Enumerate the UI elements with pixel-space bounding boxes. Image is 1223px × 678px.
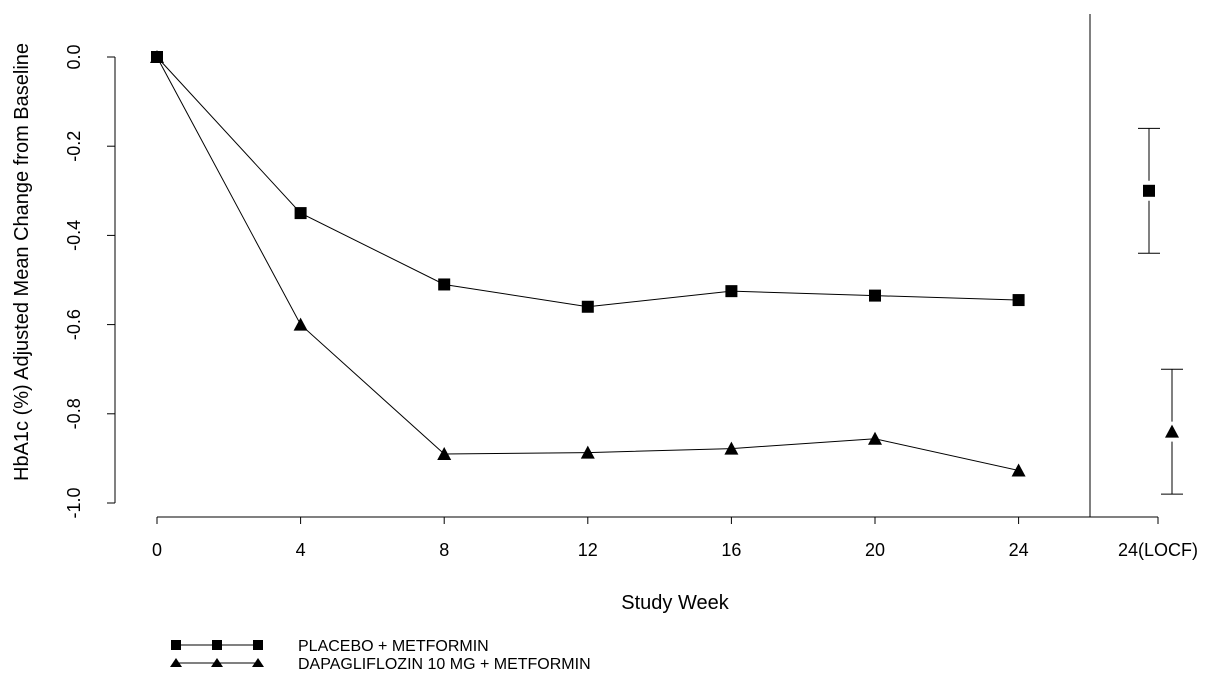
- legend-item-square: PLACEBO + METFORMIN: [171, 638, 489, 655]
- data-point: [581, 300, 594, 313]
- x-tick-label: 0: [152, 540, 162, 560]
- data-point: [580, 445, 595, 459]
- x-tick-label: 4: [296, 540, 306, 560]
- legend-label: DAPAGLIFLOZIN 10 MG + METFORMIN: [298, 656, 591, 673]
- y-tick-label: 0.0: [64, 44, 84, 69]
- data-point: [294, 207, 307, 220]
- x-tick-label: 20: [865, 540, 885, 560]
- data-point: [725, 285, 738, 298]
- y-tick-label: -1.0: [64, 487, 84, 518]
- x-tick-label: 8: [439, 540, 449, 560]
- locf-mean-point: [1165, 424, 1179, 438]
- legend-marker: [211, 658, 223, 667]
- series-line: [156, 56, 1019, 471]
- data-point: [293, 317, 308, 331]
- legend-marker: [253, 640, 263, 650]
- legend-marker: [212, 640, 222, 650]
- data-point: [869, 289, 881, 302]
- y-axis-title: HbA1c (%) Adjusted Mean Change from Base…: [11, 43, 33, 481]
- x-tick-label-locf: 24(LOCF): [1118, 540, 1198, 560]
- legend-marker: [252, 658, 264, 667]
- locf-errorbar-triangle: [1161, 368, 1183, 495]
- legend-item-triangle: DAPAGLIFLOZIN 10 MG + METFORMIN: [170, 656, 591, 673]
- data-point: [868, 431, 882, 445]
- y-tick-label: -0.2: [64, 131, 84, 162]
- series-square: [151, 51, 1025, 313]
- y-axis-ticks: 0.0 -0.2 -0.4 -0.6 -0.8 -1.0: [64, 44, 115, 519]
- y-tick-label: -0.8: [64, 398, 84, 429]
- y-tick-label: -0.6: [64, 309, 84, 340]
- locf-mean-point: [1143, 184, 1155, 197]
- x-tick-label: 12: [578, 540, 598, 560]
- x-axis-ticks: 0 4 8 12 16 20 24 24(LOCF): [152, 517, 1198, 560]
- series-line: [156, 56, 1019, 308]
- data-point: [437, 446, 452, 460]
- series-triangle: [150, 50, 1026, 477]
- legend-marker: [170, 658, 182, 667]
- legend-label: PLACEBO + METFORMIN: [298, 638, 489, 655]
- data-point: [1011, 463, 1026, 477]
- data-point: [724, 441, 739, 455]
- data-point: [438, 278, 451, 291]
- locf-layer: [1138, 127, 1183, 495]
- legend-marker: [171, 640, 181, 650]
- x-tick-label: 24: [1009, 540, 1029, 560]
- series-layer: [150, 50, 1026, 477]
- x-tick-label: 16: [721, 540, 741, 560]
- locf-errorbar-square: [1138, 127, 1160, 254]
- data-point: [1012, 294, 1025, 307]
- axes: [114, 14, 1158, 518]
- y-tick-label: -0.4: [64, 220, 84, 251]
- data-point: [150, 50, 164, 63]
- x-axis-title: Study Week: [621, 592, 729, 614]
